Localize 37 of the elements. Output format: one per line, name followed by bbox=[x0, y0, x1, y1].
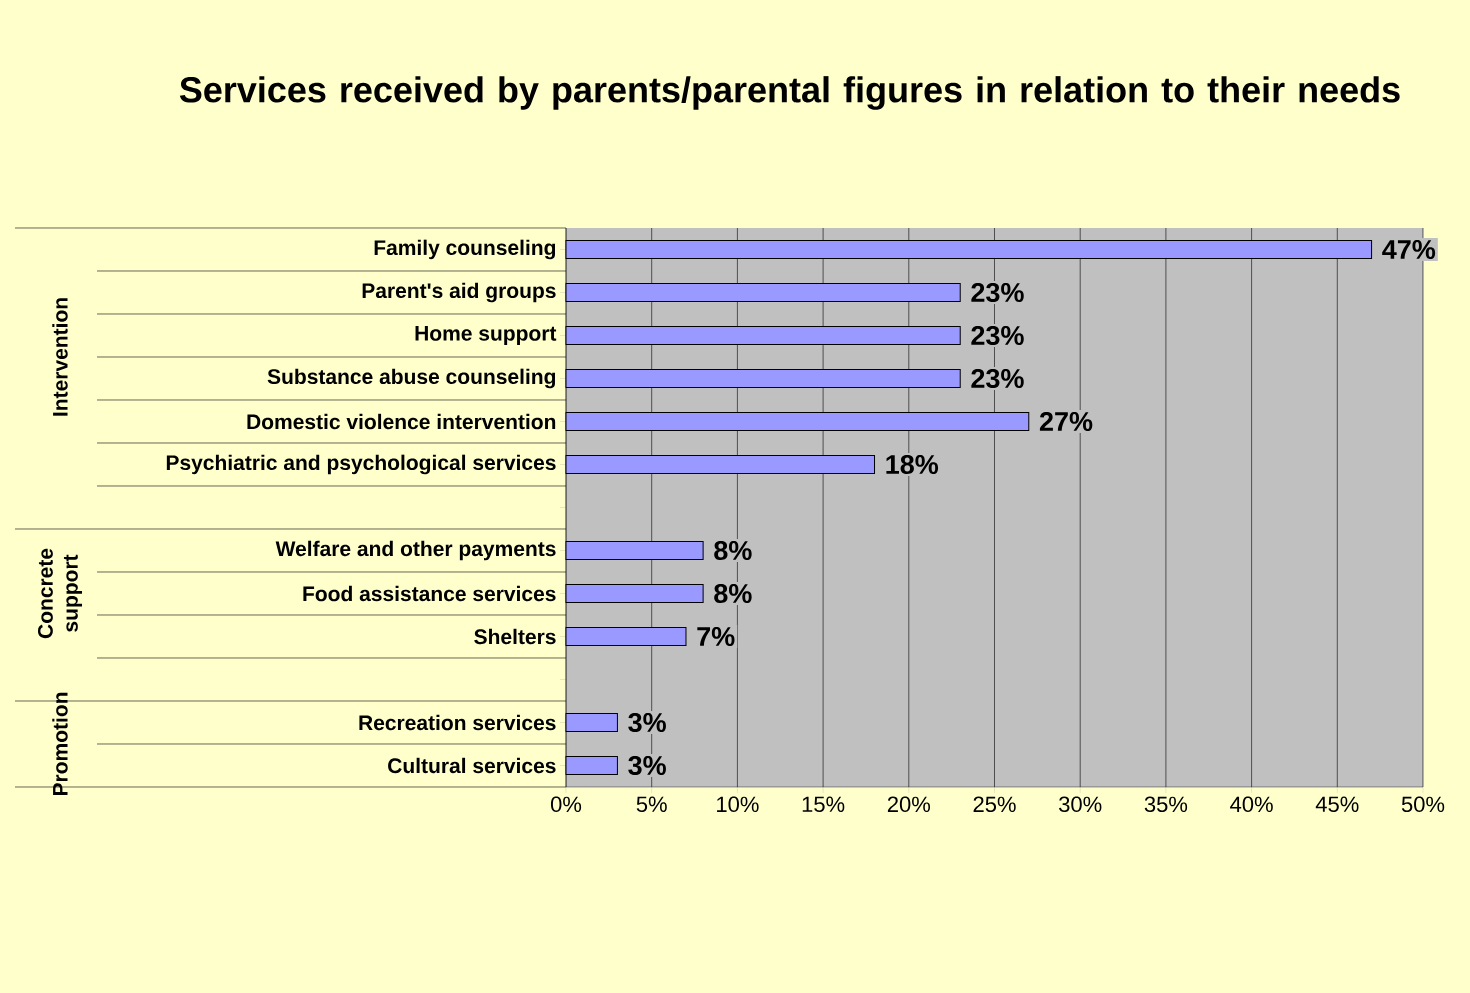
data-label: 23% bbox=[971, 325, 1024, 346]
y-tick-label: Recreation services bbox=[359, 714, 556, 731]
data-label: 8% bbox=[714, 583, 752, 604]
y-tick-label: Welfare and other payments bbox=[275, 540, 556, 561]
y-tick-label: Cultural services bbox=[388, 757, 556, 774]
data-label: 18% bbox=[886, 454, 939, 475]
x-tick-label: 5% bbox=[636, 796, 667, 813]
text: Concrete support bbox=[37, 548, 83, 639]
y-tick-label: Domestic violence intervention bbox=[247, 413, 556, 430]
x-tick-label: 35% bbox=[1144, 796, 1188, 813]
x-tick-label: 50% bbox=[1401, 796, 1445, 813]
y-tick-label: Family counseling bbox=[374, 239, 556, 260]
data-label: 3% bbox=[628, 755, 666, 776]
x-tick-label: 0% bbox=[550, 796, 582, 813]
chart-title: Services received by parents/parental figures in relation to their needs bbox=[179, 76, 1400, 110]
text: Intervention bbox=[52, 298, 68, 416]
y-tick-label: Food assistance services bbox=[303, 585, 556, 602]
x-tick-label: 45% bbox=[1315, 796, 1359, 813]
data-label: 7% bbox=[697, 626, 735, 646]
data-label: 47% bbox=[1382, 240, 1436, 259]
text: Promotion bbox=[52, 692, 68, 796]
data-label: 23% bbox=[971, 282, 1024, 303]
data-label: 27% bbox=[1039, 411, 1093, 432]
x-tick-label: 30% bbox=[1059, 796, 1102, 813]
x-tick-label: 10% bbox=[717, 796, 759, 813]
y-tick-label: Substance abuse counseling bbox=[267, 368, 556, 389]
x-tick-label: 25% bbox=[973, 796, 1016, 813]
y-tick-label: Home support bbox=[415, 326, 557, 345]
y-tick-label: Shelters bbox=[474, 628, 556, 645]
y-tick-label: Parent's aid groups bbox=[362, 282, 556, 303]
x-tick-label: 15% bbox=[802, 796, 845, 813]
x-tick-label: 20% bbox=[887, 796, 931, 813]
data-label: 8% bbox=[714, 540, 752, 561]
data-label: 3% bbox=[628, 712, 666, 733]
x-tick-label: 40% bbox=[1230, 796, 1273, 813]
data-label: 23% bbox=[971, 368, 1024, 389]
y-tick-label: Psychiatric and psychological services bbox=[166, 454, 556, 475]
